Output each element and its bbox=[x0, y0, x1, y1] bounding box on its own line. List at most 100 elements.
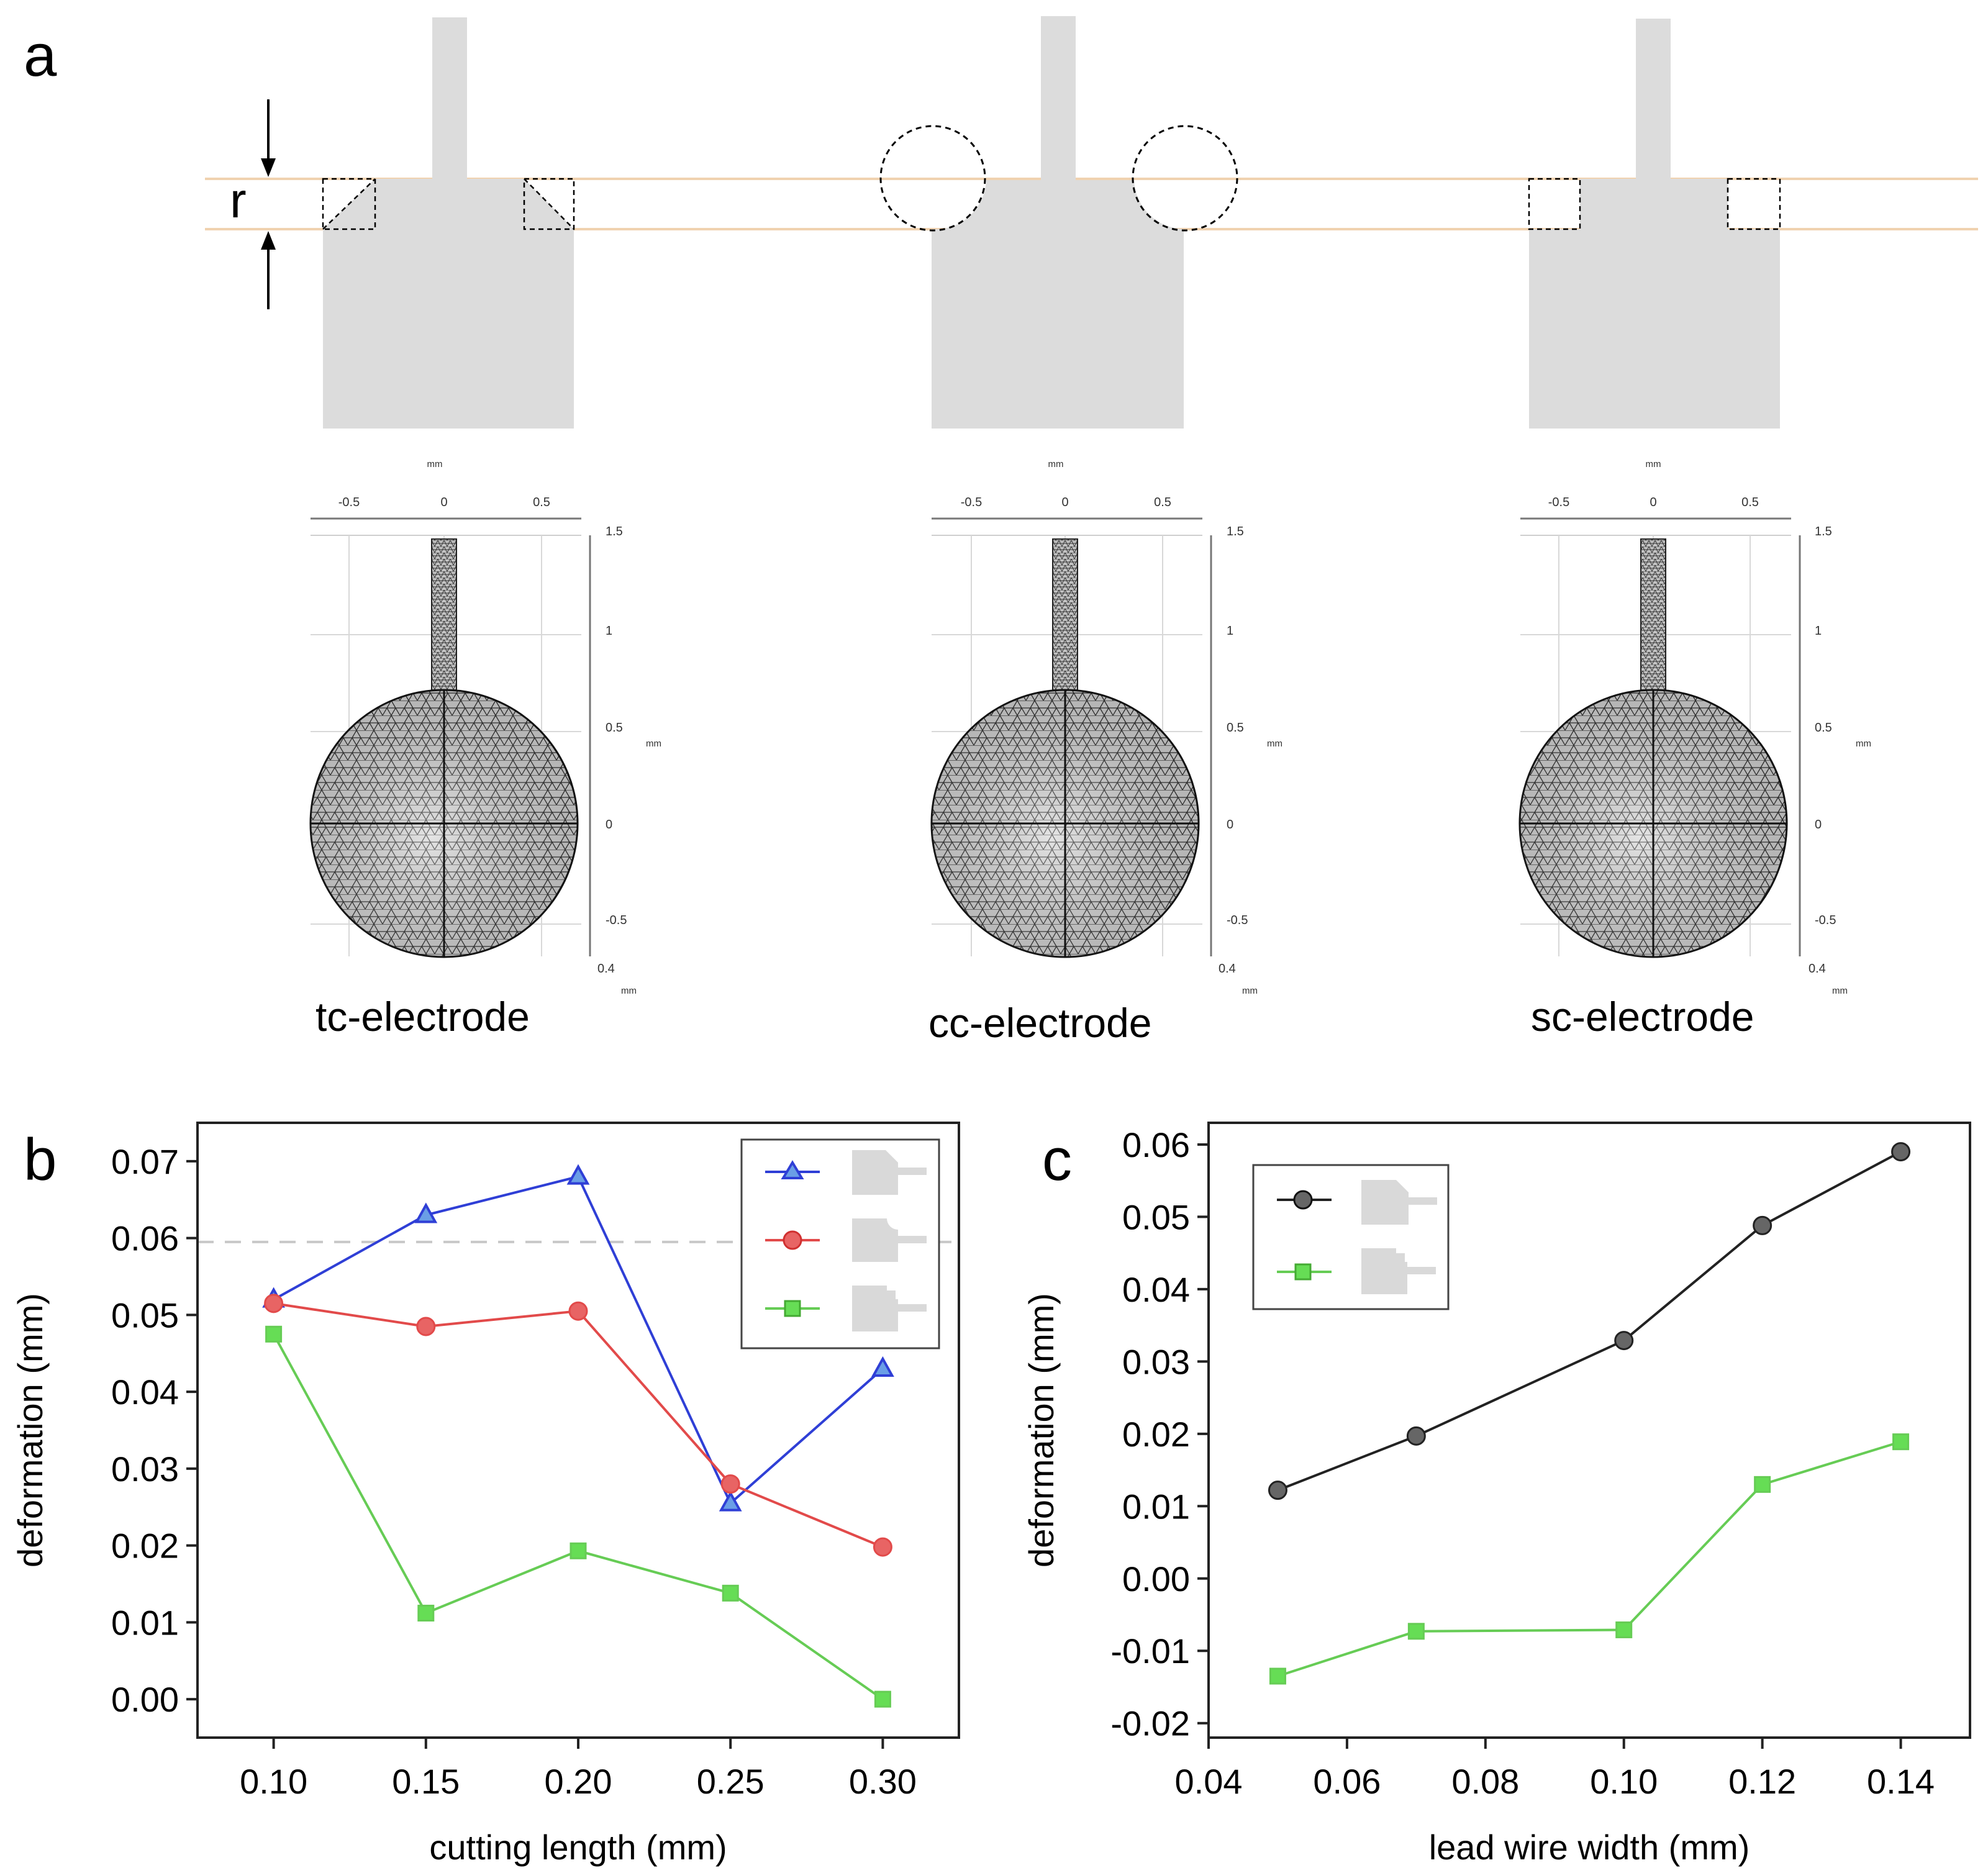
mesh-y-tick: -0.5 bbox=[1815, 914, 1836, 927]
legend-c-box bbox=[1252, 1164, 1450, 1310]
mesh-scale-label: 0.4 bbox=[597, 962, 615, 976]
plot-frame bbox=[1207, 1122, 1971, 1739]
arrow-up-head-icon bbox=[261, 231, 276, 250]
cc-cut-circle-right bbox=[1132, 125, 1238, 232]
legend-sc-shape-icon bbox=[1361, 1248, 1436, 1294]
legend-square-icon bbox=[1294, 1263, 1312, 1281]
y-tick-label: -0.01 bbox=[1110, 1631, 1190, 1671]
mesh-panel-cc: mm -0.5 0 0.5 1.5 1 0.5 mm 0 -0.5 0.4 bbox=[928, 459, 1282, 1046]
x-tick-label: 0.10 bbox=[240, 1762, 307, 1801]
mesh-lead-wire bbox=[1640, 538, 1666, 692]
panel-b-label: b bbox=[24, 1127, 57, 1193]
mesh-x-tick: 0.5 bbox=[1741, 496, 1759, 509]
mesh-x-tick: -0.5 bbox=[338, 496, 360, 509]
mesh-y-tick: -0.5 bbox=[1227, 914, 1248, 927]
panel-c: c 0.04 0.06 0.08 0.10 0.12 0.14 -0.02 -0.01 0.00… bbox=[1022, 1122, 1971, 1867]
mesh-x-tick: 0.5 bbox=[1154, 496, 1171, 509]
mesh-y-tick: 0 bbox=[1227, 818, 1233, 832]
series-line-sc-electrode bbox=[272, 1333, 884, 1700]
data-point-circle bbox=[416, 1317, 436, 1336]
chart-b: 0.10 0.15 0.20 0.25 0.30 0.00 0.01 0.02 0.03 0.04… bbox=[11, 1122, 960, 1867]
legend-circle-icon bbox=[1293, 1190, 1313, 1210]
x-tick-label: 0.08 bbox=[1451, 1762, 1519, 1801]
data-point-square bbox=[570, 1542, 587, 1559]
x-tick-label: 0.14 bbox=[1867, 1762, 1935, 1801]
sc-cut-box-left bbox=[1528, 178, 1581, 230]
data-point-triangle bbox=[719, 1490, 742, 1512]
mesh-side-unit: mm bbox=[1267, 738, 1282, 749]
tc-electrode-shape bbox=[322, 17, 575, 429]
x-tick-label: 0.15 bbox=[392, 1762, 460, 1801]
legend-sc-shape-icon bbox=[852, 1286, 927, 1331]
y-tick-label: 0.06 bbox=[1122, 1125, 1190, 1164]
panel-b: b 0.10 0.15 0.20 0.25 0.300.000.010.020.030.… bbox=[11, 1122, 960, 1867]
mesh-y-tick: -0.5 bbox=[606, 914, 627, 927]
y-tick-label: 0.02 bbox=[111, 1526, 179, 1566]
data-point-circle bbox=[568, 1301, 588, 1321]
data-point-triangle bbox=[566, 1164, 590, 1185]
mesh-y-tick: 1 bbox=[1815, 624, 1822, 638]
chart-c: 0.04 0.06 0.08 0.10 0.12 0.14 -0.02 -0.01 0.00 0.… bbox=[1022, 1122, 1971, 1867]
data-point-circle bbox=[873, 1537, 892, 1557]
data-point-circle bbox=[1753, 1215, 1772, 1235]
mesh-side-unit: mm bbox=[646, 738, 661, 749]
tc-electrode-label: tc-electrode bbox=[315, 994, 530, 1040]
cc-electrode-label: cc-electrode bbox=[928, 1000, 1152, 1046]
y-tick-label: -0.02 bbox=[1110, 1704, 1190, 1743]
data-point-square bbox=[1407, 1623, 1425, 1640]
y-axis-label: deformation (mm) bbox=[11, 1293, 50, 1567]
x-tick-label: 0.30 bbox=[849, 1762, 917, 1801]
mesh-scale-unit: mm bbox=[1832, 986, 1848, 996]
cc-cut-circle-left bbox=[879, 125, 986, 232]
y-tick-label: 0.05 bbox=[111, 1295, 179, 1335]
y-tick-label: 0.01 bbox=[1122, 1487, 1190, 1526]
mesh-scale-unit: mm bbox=[1242, 986, 1258, 996]
mesh-y-tick: 1.5 bbox=[1227, 525, 1244, 538]
data-point-square bbox=[265, 1325, 283, 1343]
y-tick-label: 0.04 bbox=[1122, 1270, 1190, 1309]
legend-tc-shape-icon bbox=[1361, 1180, 1437, 1225]
y-tick-label: 0.04 bbox=[111, 1372, 179, 1412]
mesh-y-tick: 0.5 bbox=[606, 721, 623, 735]
mesh-panel-tc: mm -0.5 0 0.5 1.5 1 0.5 mm 0 -0.5 0.4 bbox=[309, 459, 661, 1040]
mesh-scale-label: 0.4 bbox=[1809, 962, 1826, 976]
series-line-sc-electrode bbox=[1277, 1440, 1902, 1677]
sc-electrode-shape bbox=[1528, 19, 1781, 429]
data-point-circle bbox=[1614, 1331, 1634, 1351]
y-tick-label: 0.01 bbox=[111, 1603, 179, 1642]
mesh-x-tick: 0 bbox=[1061, 496, 1068, 509]
y-axis-label: deformation (mm) bbox=[1022, 1293, 1061, 1567]
mesh-lead-wire bbox=[431, 538, 457, 692]
panel-c-label: c bbox=[1042, 1127, 1072, 1193]
legend-cc-shape-icon bbox=[852, 1218, 927, 1262]
x-tick-label: 0.12 bbox=[1728, 1762, 1796, 1801]
legend-circle-icon bbox=[783, 1230, 802, 1250]
data-point-square bbox=[417, 1605, 435, 1622]
y-tick-label: 0.06 bbox=[111, 1219, 179, 1258]
mesh-side-unit: mm bbox=[1856, 738, 1871, 749]
arrow-down-head-icon bbox=[261, 158, 276, 177]
y-tick-label: 0.03 bbox=[111, 1449, 179, 1489]
mesh-y-tick: 0 bbox=[1815, 818, 1822, 832]
cc-electrode-shape bbox=[879, 16, 1238, 429]
dimension-r-label: r bbox=[230, 173, 247, 228]
mesh-x-tick: -0.5 bbox=[961, 496, 982, 509]
sc-cut-box-right bbox=[1727, 178, 1781, 230]
x-axis-label: cutting length (mm) bbox=[429, 1828, 727, 1867]
data-point-circle bbox=[720, 1474, 740, 1494]
legend-b bbox=[740, 1138, 940, 1349]
mesh-y-tick: 1.5 bbox=[1815, 525, 1832, 538]
mesh-x-tick: 0 bbox=[1650, 496, 1656, 509]
y-tick-label: 0.03 bbox=[1122, 1342, 1190, 1381]
mesh-x-tick: 0 bbox=[440, 496, 447, 509]
legend-tc-shape-icon bbox=[852, 1150, 927, 1195]
panel-a: a r bbox=[24, 16, 1978, 1046]
mesh-y-tick: 1.5 bbox=[606, 525, 623, 538]
mesh-y-tick: 1 bbox=[606, 624, 612, 638]
mesh-panel-sc: mm -0.5 0 0.5 1.5 1 0.5 mm 0 -0.5 0.4 bbox=[1518, 459, 1871, 1040]
legend-c bbox=[1252, 1164, 1450, 1310]
sc-electrode-label: sc-electrode bbox=[1531, 994, 1754, 1040]
y-tick-label: 0.00 bbox=[111, 1680, 179, 1719]
data-point-square bbox=[1892, 1433, 1910, 1451]
